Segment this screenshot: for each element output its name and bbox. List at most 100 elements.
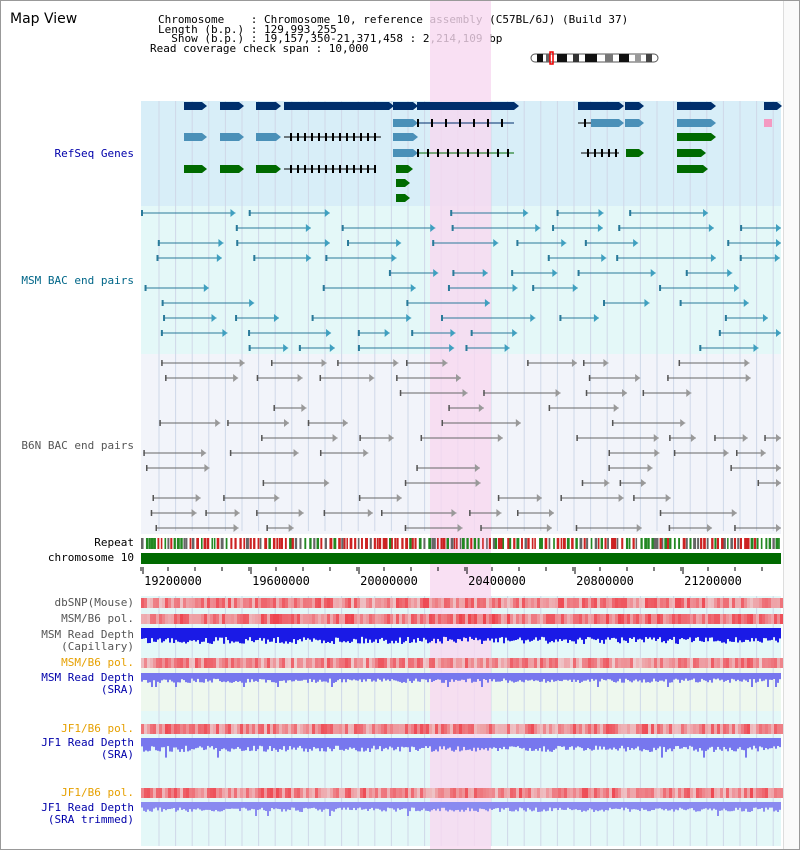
gene-exon (311, 133, 313, 141)
msm-depth-sra-bar (661, 673, 663, 681)
jf1-depth-sra-bar (521, 738, 523, 749)
msm-depth-capillary-bar (611, 628, 613, 639)
dbsnp-heat-cell (600, 598, 603, 608)
repeat-mark (604, 538, 607, 549)
msm-depth-capillary-bar (461, 628, 463, 642)
jf1-depth-trim-bar (441, 802, 443, 808)
jf1-pol-heat-cell (285, 724, 288, 734)
jf1-depth-trim-bar (333, 802, 335, 812)
gene-arrow (639, 149, 644, 157)
msm-depth-sra-bar (195, 673, 197, 683)
bac-end (450, 210, 453, 216)
msm-pol-sra-heat-cell (282, 658, 285, 668)
bac-end-arrow (708, 224, 714, 232)
bac-end-arrow (442, 359, 448, 367)
dbsnp-heat-cell (762, 598, 765, 608)
dbsnp-heat-cell (522, 598, 525, 608)
genome-browser-canvas[interactable]: 19200000 19600000 20000000 20400000 20800000… (1, 1, 783, 849)
jf1-depth-sra-bar (471, 738, 473, 751)
jf1-pol-trim-heat-cell (291, 788, 294, 798)
msm-pol-heat-cell (303, 614, 306, 624)
vertical-scrollbar[interactable] (783, 1, 799, 849)
msm-depth-capillary-bar (631, 628, 633, 639)
bac-end (718, 330, 721, 336)
dbsnp-heat-cell (363, 598, 366, 608)
jf1-pol-heat-cell (774, 724, 777, 734)
jf1-depth-sra-bar (753, 738, 755, 746)
repeat-mark (678, 538, 681, 549)
jf1-pol-trim-heat-cell (570, 788, 573, 798)
repeat-mark (502, 538, 505, 549)
bac-end (667, 375, 669, 381)
repeat-mark (513, 538, 516, 549)
msm-depth-capillary-bar (495, 628, 497, 639)
jf1-pol-trim-heat-cell (336, 788, 339, 798)
dbsnp-heat-cell (168, 598, 171, 608)
jf1-depth-sra-bar (711, 738, 713, 747)
jf1-depth-sra-bar (453, 738, 455, 752)
msm-depth-sra-bar (517, 673, 519, 682)
msm-pol-heat-cell (603, 614, 606, 624)
jf1-depth-trim-bar (737, 802, 739, 810)
jf1-depth-sra-bar (363, 738, 365, 752)
bac-end-arrow (324, 209, 330, 217)
msm-pol-sra-heat-cell (249, 658, 252, 668)
msm-depth-capillary-bar (509, 628, 511, 642)
jf1-depth-sra-bar (655, 738, 657, 751)
msm-pol-sra-heat-cell (726, 658, 729, 668)
jf1-depth-sra-bar (237, 738, 239, 748)
jf1-depth-trimmed-label: JF1 Read Depth (SRA trimmed) (41, 801, 134, 826)
repeat-mark (253, 538, 256, 549)
bac-end (679, 300, 682, 306)
msm-depth-sra-bar (553, 673, 555, 682)
msm-pol-sra-heat-cell (765, 658, 768, 668)
jf1-depth-sra-bar (367, 738, 369, 749)
msm-depth-sra-bar (487, 673, 489, 683)
msm-pol-sra-heat-cell (669, 658, 672, 668)
dbsnp-heat-cell (519, 598, 522, 608)
jf1-pol-heat-cell (219, 724, 222, 734)
msm-pol-sra-heat-cell (582, 658, 585, 668)
bac-end (161, 300, 164, 306)
jf1-depth-trim-bar (433, 802, 435, 810)
jf1-depth-trim-bar (469, 802, 471, 812)
msm-pol-heat-cell (186, 614, 189, 624)
jf1-depth-trim-bar (639, 802, 641, 812)
jf1-pol-heat-cell (432, 724, 435, 734)
dbsnp-heat-cell (561, 598, 564, 608)
bac-end (227, 420, 229, 426)
msm-depth-sra-bar (491, 673, 493, 682)
msm-pol-heat-cell (654, 614, 657, 624)
jf1-pol-heat-cell (393, 724, 396, 734)
repeat-mark (264, 538, 268, 549)
jf1-depth-trim-bar (573, 802, 575, 810)
jf1-pol-heat-cell (213, 724, 216, 734)
jf1-depth-trim-bar (739, 802, 741, 808)
msm-depth-capillary-bar (589, 628, 591, 638)
msm-depth-capillary-bar (317, 628, 319, 641)
msm-depth-capillary-bar (529, 628, 531, 642)
gene-arrow (276, 165, 281, 173)
jf1-depth-sra-bar (631, 738, 633, 749)
jf1-pol-heat-cell (573, 724, 576, 734)
repeat-mark (440, 538, 443, 549)
highlight-region (430, 1, 491, 849)
repeat-mark (170, 538, 173, 549)
jf1-pol-trim-heat-cell (507, 788, 510, 798)
repeat-mark (276, 538, 279, 549)
jf1-depth-trim-bar (267, 802, 269, 816)
jf1-depth-trim-bar (633, 802, 635, 810)
msm-depth-sra-bar (401, 673, 403, 683)
jf1-depth-trim-bar (239, 802, 241, 812)
msm-depth-sra-bar (199, 673, 201, 683)
bac-end (724, 315, 727, 321)
bac-end-arrow (462, 389, 468, 397)
jf1-depth-sra-bar (235, 738, 237, 749)
dbsnp-heat-cell (579, 598, 582, 608)
jf1-depth-trim-bar (771, 802, 773, 808)
msm-depth-sra-bar (719, 673, 721, 681)
msm-pol-heat-cell (345, 614, 348, 624)
repeat-mark (746, 538, 750, 549)
jf1-depth-sra-bar (343, 738, 345, 751)
jf1-pol-heat-cell (195, 724, 198, 734)
